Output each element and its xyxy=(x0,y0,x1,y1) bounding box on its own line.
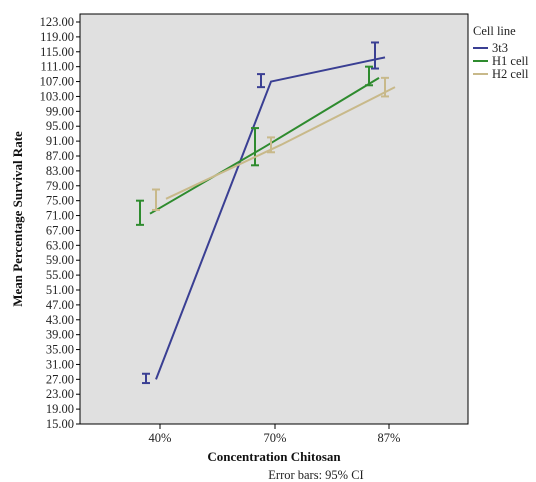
x-tick-label: 87% xyxy=(378,431,401,445)
error-bar xyxy=(371,41,379,70)
y-tick-label: 71.00 xyxy=(46,209,74,223)
plot-area xyxy=(79,13,469,425)
y-tick-label: 103.00 xyxy=(40,89,74,103)
x-axis-ticks: 40% 70% 87% xyxy=(149,424,401,445)
legend-item: H2 cell xyxy=(473,67,529,81)
y-tick-label: 55.00 xyxy=(46,268,74,282)
y-tick-label: 87.00 xyxy=(46,149,74,163)
series-layer xyxy=(136,41,396,385)
y-tick-label: 79.00 xyxy=(46,179,74,193)
legend-item: 3t3 xyxy=(473,41,508,55)
y-tick-label: 47.00 xyxy=(46,298,74,312)
y-tick-label: 123.00 xyxy=(40,15,74,29)
x-tick-label: 40% xyxy=(149,431,172,445)
y-tick-label: 43.00 xyxy=(46,313,74,327)
x-tick-label: 70% xyxy=(264,431,287,445)
series-3t3 xyxy=(142,41,386,385)
y-tick-label: 91.00 xyxy=(46,134,74,148)
series-h1-cell xyxy=(136,65,380,226)
series-h2-cell xyxy=(152,76,396,211)
error-bar-note: Error bars: 95% CI xyxy=(268,468,363,482)
series-line xyxy=(165,86,396,200)
error-bar xyxy=(251,127,259,167)
legend-title: Cell line xyxy=(473,24,516,38)
x-axis-title: Concentration Chitosan xyxy=(207,449,341,464)
y-tick-label: 99.00 xyxy=(46,104,74,118)
legend-label: H2 cell xyxy=(492,67,529,81)
error-bar xyxy=(381,76,389,98)
y-tick-label: 115.00 xyxy=(40,45,74,59)
error-bar xyxy=(142,372,150,385)
error-bar xyxy=(365,65,373,87)
y-tick-label: 31.00 xyxy=(46,357,74,371)
y-tick-label: 35.00 xyxy=(46,343,74,357)
error-bar xyxy=(152,188,160,211)
legend-item: H1 cell xyxy=(473,54,529,68)
y-tick-label: 67.00 xyxy=(46,223,74,237)
y-tick-label: 39.00 xyxy=(46,328,74,342)
legend-label: 3t3 xyxy=(492,41,508,55)
y-tick-label: 23.00 xyxy=(46,387,74,401)
y-tick-label: 15.00 xyxy=(46,417,74,431)
error-bar xyxy=(136,199,144,226)
y-tick-label: 63.00 xyxy=(46,238,74,252)
y-tick-label: 59.00 xyxy=(46,253,74,267)
y-tick-label: 111.00 xyxy=(41,60,74,74)
y-tick-label: 19.00 xyxy=(46,402,74,416)
y-axis-ticks: 15.0019.0023.0027.0031.0035.0039.0043.00… xyxy=(40,15,80,431)
error-bar xyxy=(267,136,275,154)
y-tick-label: 107.00 xyxy=(40,75,74,89)
y-tick-label: 75.00 xyxy=(46,194,74,208)
y-tick-label: 119.00 xyxy=(40,30,74,44)
error-bar xyxy=(257,73,265,89)
y-tick-label: 83.00 xyxy=(46,164,74,178)
series-line xyxy=(149,76,380,215)
y-tick-label: 27.00 xyxy=(46,372,74,386)
y-tick-label: 51.00 xyxy=(46,283,74,297)
legend-label: H1 cell xyxy=(492,54,529,68)
y-axis-title: Mean Percentage Survival Rate xyxy=(10,131,25,307)
y-tick-label: 95.00 xyxy=(46,119,74,133)
series-line xyxy=(155,56,386,380)
